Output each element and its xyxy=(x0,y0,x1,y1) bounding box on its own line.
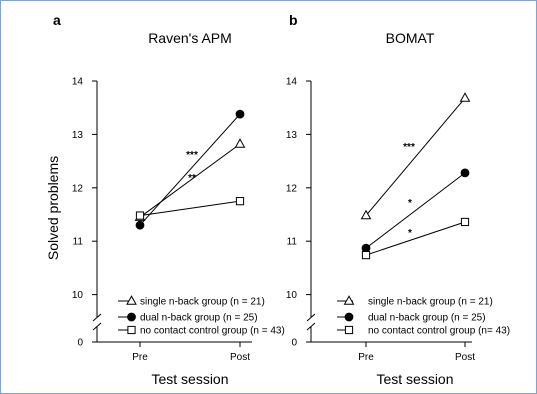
significance-label: * xyxy=(408,198,412,209)
legend-marker xyxy=(345,313,353,321)
y-tick-label: 12 xyxy=(72,183,84,194)
x-tick-label: Post xyxy=(455,352,475,363)
y-tick-label: 14 xyxy=(286,77,298,88)
y-tick-label: 11 xyxy=(73,237,84,248)
x-tick-label: Pre xyxy=(358,352,374,363)
legend-marker xyxy=(345,326,352,333)
significance-label: *** xyxy=(403,142,415,153)
y-tick-label: 10 xyxy=(286,290,298,301)
y-tick-label: 11 xyxy=(287,237,298,248)
legend-label: dual n-back group (n = 25) xyxy=(368,313,486,324)
legend-label: no contact control group (n = 43) xyxy=(140,326,285,337)
significance-label: *** xyxy=(186,150,198,161)
series-line xyxy=(366,98,465,215)
panel-letter: b xyxy=(289,12,298,28)
legend-marker xyxy=(345,296,354,304)
y-tick-label: 13 xyxy=(72,130,84,141)
data-point xyxy=(236,198,243,205)
data-point xyxy=(461,169,469,177)
series: *** single n-back group (n = 21) xyxy=(337,93,493,307)
y-axis-label: Solved problems xyxy=(45,156,61,260)
data-point xyxy=(362,251,369,258)
legend-marker xyxy=(127,296,136,304)
y-tick-label: 0 xyxy=(291,338,297,349)
y-tick-label: 12 xyxy=(286,183,298,194)
data-point xyxy=(461,218,468,225)
y-tick-label: 14 xyxy=(72,77,84,88)
panel-title: Raven's APM xyxy=(148,30,232,46)
x-axis-label: Test session xyxy=(376,371,453,387)
panel-letter: a xyxy=(53,12,61,28)
legend-label: no contact control group (n= 43) xyxy=(368,326,510,337)
series-line xyxy=(366,173,465,248)
legend-label: single n-back group (n = 21) xyxy=(140,297,265,308)
series-line xyxy=(366,222,465,255)
data-point xyxy=(362,244,370,252)
data-point xyxy=(136,221,144,229)
data-point xyxy=(461,93,470,101)
data-point xyxy=(236,110,244,118)
significance-label: * xyxy=(408,228,412,239)
legend-marker xyxy=(128,313,136,321)
x-tick-label: Pre xyxy=(132,352,148,363)
legend-label: dual n-back group (n = 25) xyxy=(140,313,258,324)
x-tick-label: Post xyxy=(230,352,250,363)
significance-label: ** xyxy=(188,173,196,184)
legend-marker xyxy=(128,326,135,333)
y-tick-label: 13 xyxy=(286,130,298,141)
data-point xyxy=(236,139,245,147)
panel-title: BOMAT xyxy=(386,30,435,46)
legend-label: single n-back group (n = 21) xyxy=(368,297,493,308)
y-tick-label: 10 xyxy=(72,290,84,301)
y-tick-label: 0 xyxy=(77,338,83,349)
data-point xyxy=(136,212,143,219)
x-axis-label: Test session xyxy=(151,371,228,387)
